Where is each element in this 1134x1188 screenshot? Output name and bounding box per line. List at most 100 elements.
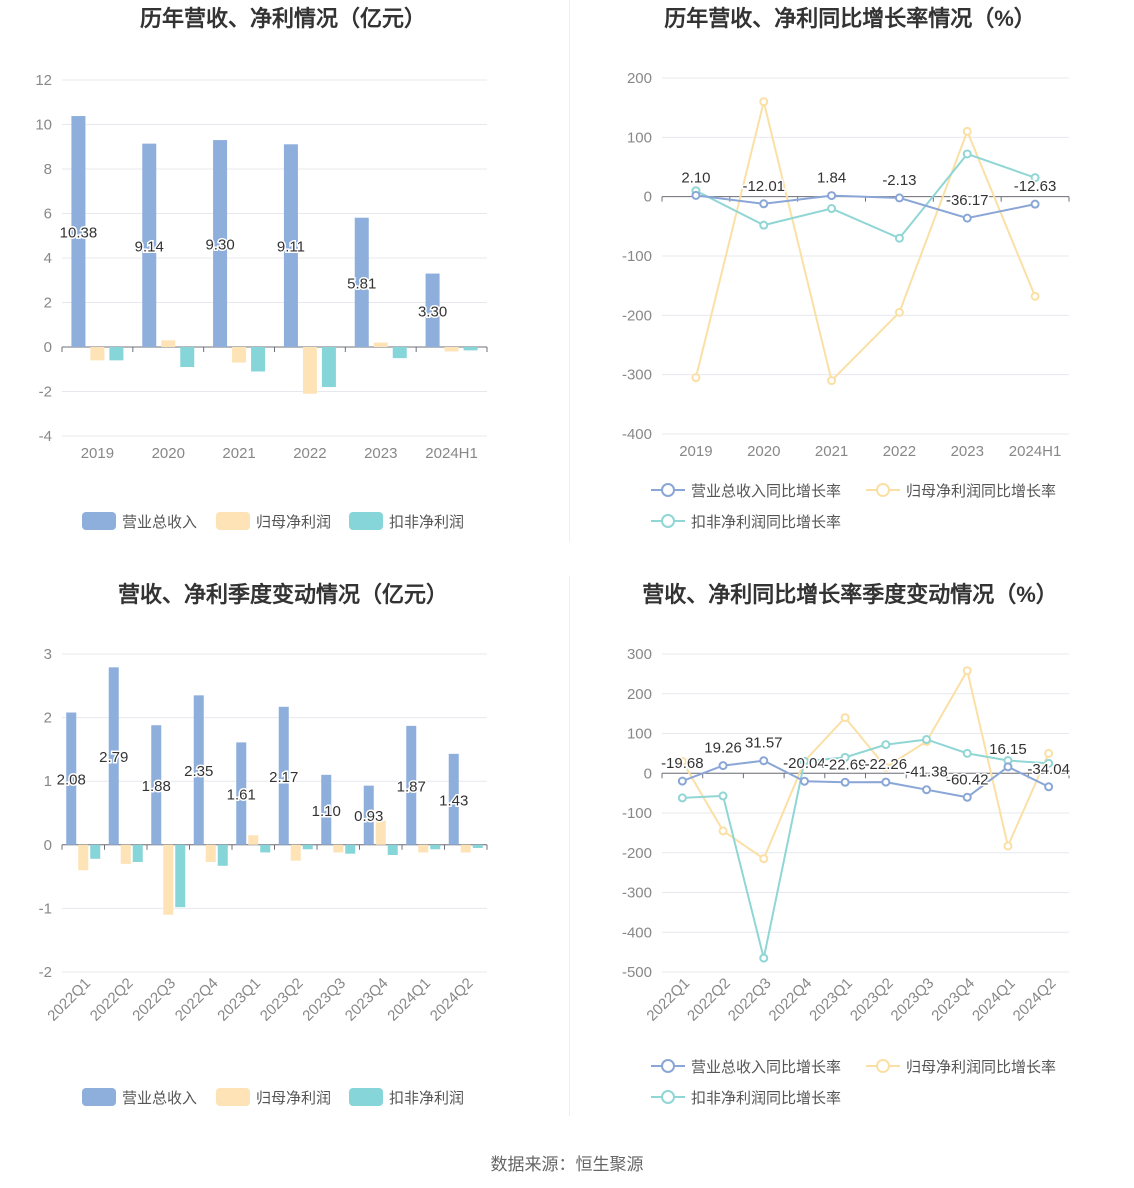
bar-deducted-profit [109, 347, 124, 361]
data-point [1044, 748, 1054, 758]
bar-revenue [425, 273, 440, 347]
bar-data-label: 9.30 [205, 237, 234, 254]
data-point [962, 748, 972, 758]
bar-revenue [406, 725, 417, 845]
legend-item: 营业总收入同比增长率 [651, 1059, 841, 1076]
data-point [962, 666, 972, 676]
bar-net-profit [444, 347, 459, 352]
data-point [881, 740, 891, 750]
bar-net-profit [375, 820, 386, 845]
bar-revenue [213, 140, 228, 347]
data-point [840, 752, 850, 762]
bar-revenue [71, 116, 86, 347]
data-point [1003, 841, 1013, 851]
legend-item: 扣非净利润 [349, 512, 464, 531]
chart-svg: 营收、净利同比增长率季度变动情况（%） -500 -400 -300 -200 -100 0… [622, 582, 1071, 1107]
x-tick-label: 2019 [679, 443, 712, 460]
legend-item: 归母净利润同比增长率 [866, 483, 1056, 500]
bar-revenue [321, 774, 332, 845]
bar-revenue [66, 712, 77, 845]
bar-deducted-profit [430, 844, 441, 850]
quarterly-revenue-profit-chart: 营收、净利季度变动情况（亿元） -2 -1 0 1 2 3 2022Q1 2022Q2 2022Q… [0, 576, 567, 1136]
data-point [962, 149, 972, 159]
legend-label: 营业总收入 [122, 514, 197, 531]
bar-data-label: 10.38 [60, 225, 98, 242]
chart-title: 营收、净利同比增长率季度变动情况（%） [642, 582, 1058, 607]
y-tick-label: -300 [622, 367, 652, 384]
annual-revenue-profit-chart: 历年营收、净利情况（亿元） -4 -2 0 2 4 6 8 10 12 2019 2020 2021 20… [0, 0, 567, 560]
legend-item: 扣非净利润同比增长率 [651, 1090, 841, 1107]
data-point [962, 126, 972, 136]
panel-divider [569, 0, 570, 542]
bar-deducted-profit [392, 347, 407, 359]
bar-net-profit [373, 342, 388, 347]
x-tick-label: 2019 [81, 445, 114, 462]
y-tick-label: 2 [44, 295, 52, 312]
x-tick-label: 2022Q3 [129, 975, 179, 1025]
legend-label: 扣非净利润 [389, 1090, 464, 1107]
x-tick-label: 2023Q4 [342, 975, 392, 1025]
line-data-label: -22.26 [865, 756, 908, 773]
bar-revenue [278, 706, 289, 845]
line-data-label: -20.04 [783, 755, 826, 772]
y-tick-label: -2 [39, 384, 52, 401]
data-point [1030, 291, 1040, 301]
bar-revenue [193, 695, 204, 845]
legend-item: 营业总收入 [82, 512, 197, 531]
data-point [759, 97, 769, 107]
data-point [759, 854, 769, 864]
chart-title: 历年营收、净利情况（亿元） [140, 6, 426, 31]
bar-net-profit [163, 844, 174, 915]
legend-label: 扣非净利润 [389, 514, 464, 531]
legend-marker [661, 483, 675, 497]
chart-svg: 营收、净利季度变动情况（亿元）-2-101232022Q12022Q22022Q… [39, 582, 488, 1107]
x-tick-label: 2022Q2 [684, 975, 734, 1025]
legend-swatch [216, 1088, 250, 1106]
data-point [922, 734, 932, 744]
data-point [718, 826, 728, 836]
legend-item: 扣非净利润 [349, 1088, 464, 1107]
line-data-label: -60.42 [946, 771, 989, 788]
legend-label: 营业总收入同比增长率 [691, 1059, 841, 1076]
x-tick-label: 2023Q1 [806, 975, 856, 1025]
line-data-label: 2.10 [681, 169, 710, 186]
bar-data-label: 1.10 [312, 803, 341, 820]
y-tick-label: -200 [622, 307, 652, 324]
panel-divider [569, 576, 570, 1116]
bar-deducted-profit [251, 347, 266, 372]
x-tick-label: 2024Q2 [1010, 975, 1060, 1025]
x-tick-label: 2023Q2 [257, 975, 307, 1025]
data-point [827, 376, 837, 386]
legend-marker [661, 514, 675, 528]
legend-swatch [349, 512, 383, 530]
bar-revenue [142, 143, 157, 347]
bar-deducted-profit [175, 844, 186, 908]
bar-deducted-profit [387, 844, 398, 855]
y-tick-label: 0 [44, 339, 52, 356]
x-tick-label: 2023 [951, 443, 984, 460]
legend-marker [661, 1059, 675, 1073]
x-tick-label: 2023Q3 [888, 975, 938, 1025]
series-line-revenue [681, 759, 1050, 799]
data-point [827, 191, 837, 201]
data-point [677, 776, 687, 786]
data-point [759, 756, 769, 766]
bar-net-profit [248, 835, 259, 845]
x-tick-label: 2020 [747, 443, 780, 460]
y-tick-label: 0 [644, 765, 652, 782]
data-point [718, 761, 728, 771]
annual-growth-rate-chart: 历年营收、净利同比增长率情况（%） -400 -300 -200 -100 0 100 200… [567, 0, 1134, 560]
data-point [922, 785, 932, 795]
data-point [894, 193, 904, 203]
legend-item: 营业总收入同比增长率 [651, 483, 841, 500]
y-tick-label: -4 [39, 428, 52, 445]
x-tick-label: 2023Q4 [928, 975, 978, 1025]
bar-data-label: 1.43 [439, 792, 468, 809]
y-tick-label: -200 [622, 845, 652, 862]
data-point [962, 213, 972, 223]
y-tick-label: 8 [44, 161, 52, 178]
y-tick-label: 200 [627, 70, 652, 87]
bar-data-label: 5.81 [347, 275, 376, 292]
y-tick-label: 300 [627, 646, 652, 663]
series-line-revenue [695, 194, 1036, 220]
